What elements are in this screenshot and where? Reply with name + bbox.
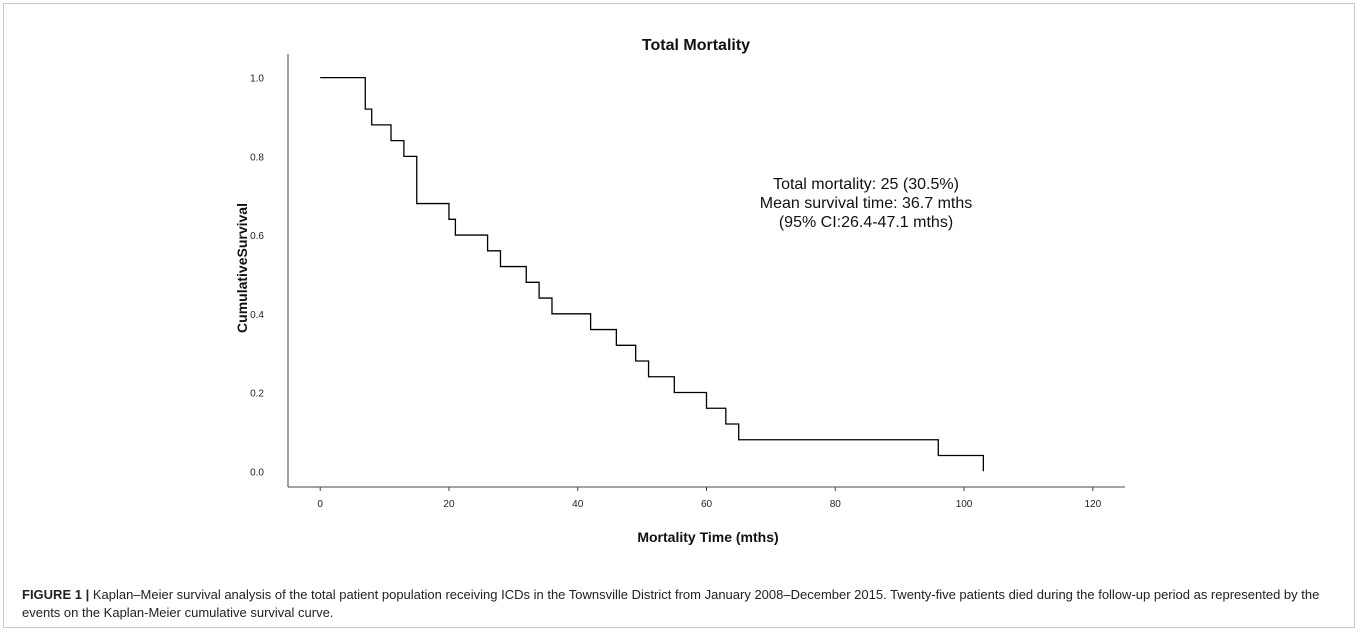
figure-frame: Total Mortality 0.0 0.2 0.4 0.6 0.8 1.0 0 20 40… — [3, 3, 1355, 628]
annotation-line-3: (95% CI:26.4-47.1 mths) — [779, 214, 953, 231]
y-tick-label: 0.8 — [250, 152, 264, 163]
x-tick-label: 40 — [572, 499, 584, 510]
x-tick-label: 60 — [701, 499, 713, 510]
x-axis-ticks: 0 20 40 60 80 100 120 — [317, 487, 1102, 510]
x-axis-title: Mortality Time (mths) — [637, 529, 778, 545]
figure-label: FIGURE 1 | — [22, 587, 90, 602]
annotation-line-1: Total mortality: 25 (30.5%) — [773, 176, 959, 193]
caption-text: Kaplan–Meier survival analysis of the to… — [22, 587, 1320, 620]
y-axis-ticks: 0.0 0.2 0.4 0.6 0.8 1.0 — [250, 74, 264, 479]
x-tick-label: 20 — [443, 499, 455, 510]
y-tick-label: 0.2 — [250, 389, 264, 400]
x-tick-label: 120 — [1084, 499, 1101, 510]
figure-caption: FIGURE 1 | Kaplan–Meier survival analysi… — [22, 586, 1342, 622]
y-tick-label: 1.0 — [250, 74, 264, 85]
annotation-line-2: Mean survival time: 36.7 mths — [760, 195, 973, 212]
y-tick-label: 0.6 — [250, 231, 264, 242]
annotation-block: Total mortality: 25 (30.5%) Mean surviva… — [760, 176, 973, 231]
y-axis-title: CumulativeSurvival — [234, 203, 250, 333]
x-tick-label: 0 — [317, 499, 323, 510]
y-tick-label: 0.0 — [250, 467, 264, 478]
x-tick-label: 100 — [956, 499, 973, 510]
chart-title: Total Mortality — [642, 37, 750, 54]
survival-curve — [320, 76, 985, 472]
y-tick-label: 0.4 — [250, 310, 264, 321]
kaplan-meier-chart: Total Mortality 0.0 0.2 0.4 0.6 0.8 1.0 0 20 40… — [234, 37, 1125, 545]
x-tick-label: 80 — [830, 499, 842, 510]
